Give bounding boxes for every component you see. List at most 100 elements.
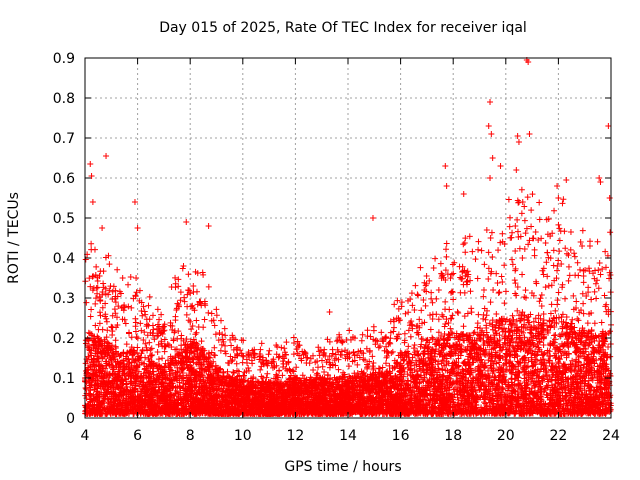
data-point <box>405 309 412 316</box>
data-point <box>358 337 365 344</box>
data-point <box>410 345 417 352</box>
data-point <box>418 307 425 314</box>
data-point <box>119 274 126 281</box>
data-point <box>519 255 526 262</box>
data-point <box>536 322 543 329</box>
data-point <box>370 359 377 366</box>
data-point <box>596 260 603 267</box>
data-point <box>557 228 564 235</box>
data-point <box>240 373 247 380</box>
data-point <box>366 348 373 355</box>
data-point <box>575 317 582 324</box>
data-point <box>87 313 94 320</box>
data-point <box>536 199 543 206</box>
data-point <box>467 277 474 284</box>
data-point <box>457 289 464 296</box>
data-point <box>571 366 578 373</box>
data-point <box>212 352 219 359</box>
data-point <box>287 372 294 379</box>
data-point <box>258 340 265 347</box>
data-point <box>355 396 362 403</box>
data-point <box>150 326 157 333</box>
data-point <box>487 299 494 306</box>
data-point <box>315 364 322 371</box>
data-point <box>161 336 168 343</box>
data-point <box>422 282 429 289</box>
data-point <box>519 271 526 278</box>
data-point <box>562 245 569 252</box>
data-point <box>437 260 444 267</box>
data-point <box>387 335 394 342</box>
data-point <box>178 332 185 339</box>
data-point <box>490 286 497 293</box>
data-point <box>216 330 223 337</box>
data-point <box>514 216 521 223</box>
data-point <box>467 288 474 295</box>
data-point <box>82 256 89 263</box>
data-point <box>538 302 545 309</box>
data-point <box>149 312 156 319</box>
data-point <box>545 282 552 289</box>
data-point <box>365 363 372 370</box>
data-point <box>580 272 587 279</box>
data-point <box>571 253 578 260</box>
data-point <box>509 256 516 263</box>
data-point <box>567 229 574 236</box>
data-point <box>603 331 610 338</box>
data-point <box>562 295 569 302</box>
data-point <box>559 311 566 318</box>
data-point <box>239 359 246 366</box>
data-point <box>481 261 488 268</box>
data-point <box>143 344 150 351</box>
data-point <box>146 316 153 323</box>
data-point <box>580 310 587 317</box>
data-point <box>290 351 297 358</box>
data-point <box>442 320 449 327</box>
data-point <box>605 343 612 350</box>
data-point <box>222 342 229 349</box>
data-point <box>94 284 101 291</box>
data-point <box>227 353 234 360</box>
grid <box>85 58 611 418</box>
data-point <box>411 342 418 349</box>
data-point <box>175 328 182 335</box>
data-point <box>412 282 419 289</box>
data-point <box>395 305 402 312</box>
data-point <box>450 270 457 277</box>
data-point <box>566 272 573 279</box>
data-point <box>88 306 95 313</box>
data-point <box>500 362 507 369</box>
data-point <box>151 336 158 343</box>
data-point <box>462 249 469 256</box>
data-point <box>389 348 396 355</box>
data-point <box>535 312 542 319</box>
data-point <box>580 300 587 307</box>
data-point <box>88 240 95 247</box>
data-point <box>417 264 424 271</box>
data-point <box>591 320 598 327</box>
data-point <box>595 285 602 292</box>
data-point <box>560 196 567 203</box>
data-point <box>602 248 609 255</box>
data-point <box>475 311 482 318</box>
data-point <box>112 337 119 344</box>
data-point <box>92 300 99 307</box>
data-point <box>585 381 592 388</box>
data-point <box>478 247 485 254</box>
data-point <box>496 359 503 366</box>
data-point <box>394 297 401 304</box>
data-point <box>170 337 177 344</box>
data-point <box>495 290 502 297</box>
data-point <box>205 283 212 290</box>
data-point <box>509 229 516 236</box>
data-point <box>559 200 566 207</box>
data-point <box>480 293 487 300</box>
data-point <box>257 346 264 353</box>
data-point <box>483 227 490 234</box>
data-point <box>172 274 179 281</box>
data-point <box>531 246 538 253</box>
data-point <box>359 331 366 338</box>
data-point <box>404 371 411 378</box>
data-point <box>607 353 614 360</box>
data-point <box>493 270 500 277</box>
